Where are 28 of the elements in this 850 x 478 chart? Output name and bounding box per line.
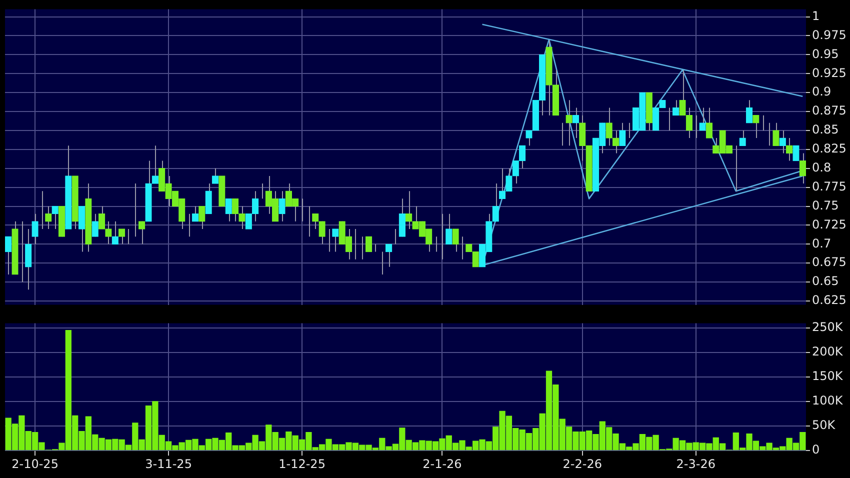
y-tick-label: 0.8 [812,160,832,174]
y-tick-label: 0.85 [812,122,839,137]
y-tick-label: 0 [812,442,820,457]
y-tick-label: 0.675 [812,255,846,270]
y-tick-label: 0.625 [812,293,846,308]
y-tick-label: 0.65 [812,274,839,288]
y-tick-label: 0.975 [812,28,846,42]
x-tick-label: 3-11-25 [145,456,192,471]
x-tick-label: 2-3-26 [676,456,716,471]
y-tick-label: 0.9 [812,84,832,99]
x-tick-label: 1-12-25 [278,456,326,471]
y-tick-label: 1 [812,8,820,23]
y-tick-label: 200K [812,344,844,359]
y-tick-label: 100K [812,394,844,408]
y-tick-label: 0.7 [812,236,832,250]
x-tick-label: 2-2-26 [562,456,602,471]
y-tick-label: 0.95 [812,46,839,61]
x-tick-label: 2-1-26 [422,456,462,471]
y-tick-label: 150K [812,369,844,384]
y-tick-label: 0.875 [812,104,846,118]
y-tick-label: 250K [812,320,844,334]
y-tick-label: 0.725 [812,217,846,232]
y-tick-label: 50K [812,418,836,432]
y-tick-label: 0.825 [812,142,846,156]
x-tick-label: 2-10-25 [12,456,58,471]
y-tick-label: 0.775 [812,179,846,194]
y-tick-label: 0.925 [812,66,846,80]
y-tick-label: 0.75 [812,198,839,212]
